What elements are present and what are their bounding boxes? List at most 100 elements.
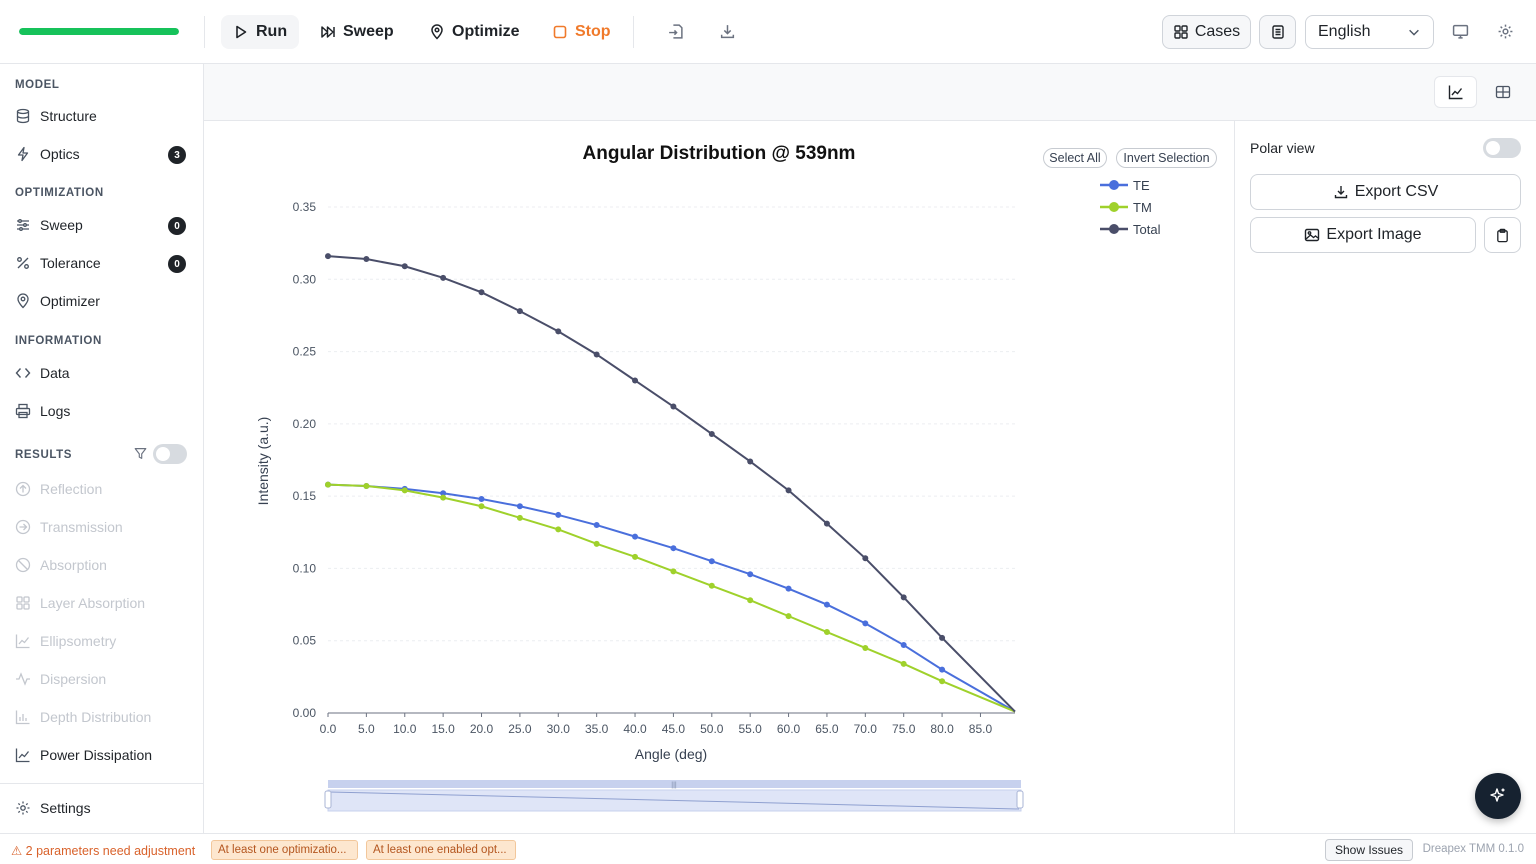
data-point [900,594,907,601]
copy-clipboard-button[interactable] [1484,217,1521,253]
data-point [708,582,715,589]
export-image-button[interactable]: Export Image [1250,217,1476,253]
x-tick-label: 55.0 [738,722,762,736]
arrow-up-circle-icon [15,481,31,497]
data-point [708,558,715,565]
data-point [593,522,600,529]
data-point [478,503,485,510]
optimize-button[interactable]: Optimize [417,15,532,49]
gear-icon [16,801,30,815]
download-button[interactable] [716,20,738,42]
x-tick-label: 65.0 [815,722,839,736]
x-tick-label: 35.0 [585,722,609,736]
legend-swatch-dot [1109,224,1119,234]
line-chart-icon [15,748,30,763]
sidebar-item-label: Tolerance [40,255,101,271]
data-point [939,666,946,673]
filter-icon[interactable] [134,447,147,460]
chart-title: Angular Distribution @ 539nm [583,143,856,164]
data-point [363,483,370,490]
notes-button[interactable] [1259,15,1296,49]
x-tick-label: 25.0 [508,722,532,736]
cases-button[interactable]: Cases [1162,15,1251,49]
warning-chip[interactable]: At least one enabled opt... [366,840,516,860]
data-point [862,644,869,651]
data-zoom-slider[interactable]: ||| [324,780,1024,812]
activity-icon [16,672,30,686]
table-view-button[interactable] [1481,76,1524,108]
sidebar-item-ellipsometry[interactable]: Ellipsometry [15,628,190,654]
percent-icon [17,257,29,269]
stop-button[interactable]: Stop [540,15,623,49]
results-filter-toggle[interactable] [153,444,187,464]
zoom-track [328,780,1021,788]
sidebar-item-label: Absorption [40,557,107,573]
map-pin-icon [17,293,29,309]
play-icon [236,25,247,39]
sweep-button[interactable]: Sweep [308,15,406,49]
x-tick-label: 45.0 [662,722,686,736]
data-point [555,526,562,533]
sidebar: MODEL Structure Optics 3 OPTIMIZATION Sw… [0,64,204,833]
polar-view-toggle[interactable] [1483,138,1521,158]
chart-view-button[interactable] [1434,76,1477,108]
sidebar-item-label: Data [40,365,70,381]
sidebar-item-sweep[interactable]: Sweep 0 [15,212,190,238]
x-tick-label: 20.0 [470,722,494,736]
sidebar-item-reflection[interactable]: Reflection [15,476,190,502]
data-point [939,634,946,641]
printer-icon [15,403,31,419]
sidebar-item-absorption[interactable]: Absorption [15,552,190,578]
optimize-label: Optimize [452,23,520,40]
sidebar-item-dispersion[interactable]: Dispersion [15,666,190,692]
line-chart-icon [15,634,30,649]
zoom-preview-line [329,791,1020,810]
warning-chip[interactable]: At least one optimizatio... [211,840,358,860]
zoom-right-handle[interactable] [1016,790,1024,809]
export-csv-button[interactable]: Export CSV [1250,174,1521,210]
sidebar-item-power-dissipation[interactable]: Power Dissipation [15,742,190,768]
y-tick-label: 0.00 [293,706,317,720]
sweep-label: Sweep [343,23,394,40]
right-panel: Polar view Export CSV Export Image [1234,121,1536,833]
sidebar-item-optics[interactable]: Optics 3 [15,141,190,167]
zoom-left-handle[interactable] [324,790,332,809]
sidebar-item-logs[interactable]: Logs [15,398,190,424]
run-button[interactable]: Run [221,15,300,49]
data-point [632,533,639,540]
sidebar-item-transmission[interactable]: Transmission [15,514,190,540]
download-icon [1334,186,1347,199]
sidebar-item-layer-absorption[interactable]: Layer Absorption [15,590,190,616]
progress-bar [19,28,179,35]
sidebar-item-data[interactable]: Data [15,360,190,386]
data-point [363,256,370,263]
legend-label: TE [1133,178,1150,193]
series-line-te [327,483,1016,713]
grid-icon [1174,25,1188,39]
data-point [823,520,830,527]
y-tick-label: 0.05 [293,634,317,648]
display-button[interactable] [1449,20,1471,42]
data-point [325,253,331,260]
parameter-warning[interactable]: ⚠ 2 parameters need adjustment [11,844,196,858]
data-point [939,678,946,685]
show-issues-button[interactable]: Show Issues [1325,839,1413,861]
sidebar-item-tolerance[interactable]: Tolerance 0 [15,250,190,276]
select-all-button[interactable]: Select All [1043,148,1107,168]
import-button[interactable] [664,20,686,42]
language-select[interactable]: English [1305,15,1434,49]
arrow-right-circle-icon [15,519,31,535]
settings-button[interactable] [1494,20,1516,42]
sidebar-item-depth-distribution[interactable]: Depth Distribution [15,704,190,730]
sweep-count-badge: 0 [168,217,186,235]
sidebar-item-settings[interactable]: Settings [15,795,190,821]
sidebar-item-structure[interactable]: Structure [15,103,190,129]
clipboard-icon [1497,228,1508,242]
map-pin-icon [431,24,443,40]
invert-selection-button[interactable]: Invert Selection [1116,148,1217,168]
sidebar-divider [0,783,203,784]
sidebar-item-optimizer[interactable]: Optimizer [15,288,190,314]
ai-assistant-button[interactable] [1475,773,1521,819]
legend-swatch-dot [1109,202,1119,212]
sidebar-item-label: Sweep [40,217,83,233]
